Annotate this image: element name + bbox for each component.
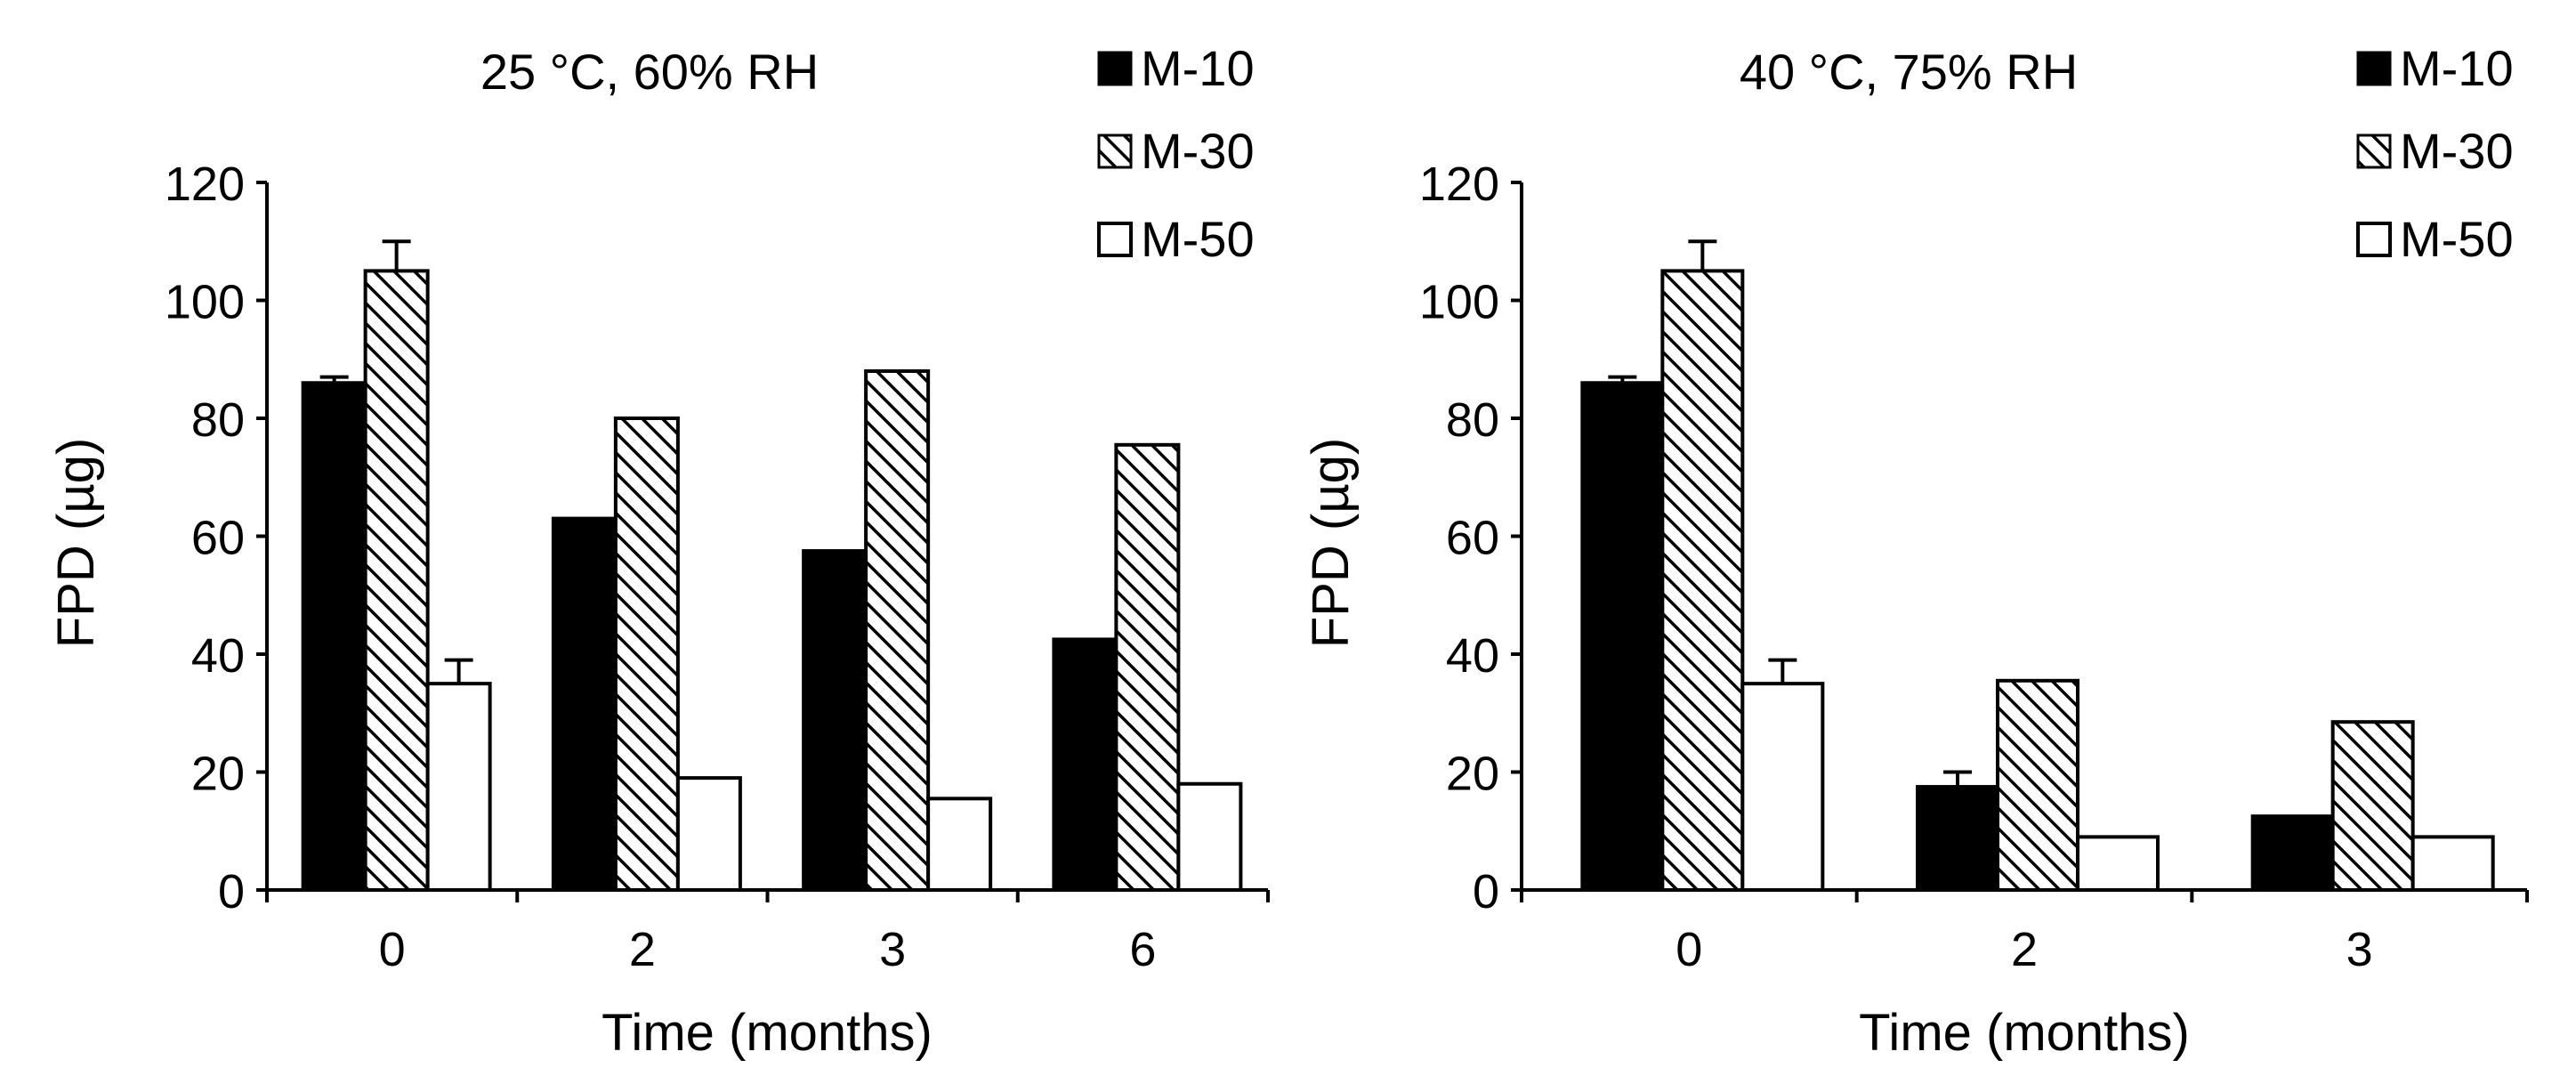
- bar-m-30-t0: [363, 269, 430, 892]
- y-tick-label: 100: [1419, 276, 1499, 329]
- bar-m-10-t0: [301, 381, 367, 892]
- x-tick-label: 3: [2346, 923, 2373, 976]
- bar-m-50-t3: [2410, 835, 2495, 892]
- y-ticks: 0 20 40 60 80 100 120: [1419, 158, 1522, 918]
- bar-m-50-t2: [2076, 835, 2160, 892]
- legend-swatch-m-10: [1097, 51, 1133, 86]
- x-axis-label: Time (months): [1859, 1004, 2190, 1062]
- y-axis-label: FPD (µg): [47, 438, 105, 648]
- bar-m-30-t3: [2330, 720, 2415, 892]
- bar-m-50-t3: [926, 797, 993, 892]
- bar-m-30-t3: [864, 369, 931, 892]
- y-tick-label: 120: [165, 158, 245, 211]
- bar-m-10-t0: [1580, 381, 1665, 892]
- chart-title: 40 °C, 75% RH: [1740, 44, 2078, 100]
- bar-m-50-t0: [1740, 682, 1825, 892]
- error-bars: [1608, 239, 1972, 788]
- chart-panel-left: 25 °C, 60% RH FPD (µg) Time (months) 020…: [47, 40, 1270, 1062]
- y-tick-label: 80: [191, 393, 245, 447]
- y-tick-label: 20: [1446, 748, 1499, 801]
- legend-label-m-50: M-50: [2400, 211, 2514, 267]
- y-axis-label: FPD (µg): [1302, 438, 1360, 648]
- bar-m-30-t2: [1996, 678, 2079, 892]
- bar-m-10-t2: [551, 516, 618, 892]
- y-tick-label: 40: [191, 629, 245, 683]
- bars: [1580, 269, 2495, 892]
- y-tick-label: 60: [191, 512, 245, 565]
- bar-m-50-t0: [425, 682, 492, 892]
- bar-m-30-t6: [1114, 442, 1181, 892]
- y-tick-label: 20: [191, 748, 245, 801]
- x-tick-label: 3: [879, 923, 906, 976]
- legend-label-m-50: M-50: [1141, 211, 1255, 267]
- legend-label-m-30: M-30: [2400, 123, 2514, 179]
- y-tick-label: 60: [1446, 512, 1499, 565]
- chart-panel-right: 40 °C, 75% RH FPD (µg) Time (months) 020…: [1302, 40, 2529, 1062]
- bar-m-30-t2: [613, 417, 680, 892]
- x-tick-label: 0: [1676, 923, 1702, 976]
- x-ticks: 0 2 3: [1520, 890, 2529, 976]
- y-tick-label: 40: [1446, 629, 1499, 683]
- bar-m-10-t6: [1052, 637, 1118, 892]
- bar-m-50-t6: [1176, 781, 1243, 892]
- y-tick-label: 80: [1446, 393, 1499, 447]
- bar-m-10-t3: [2250, 814, 2335, 892]
- legend-swatch-m-30: [1097, 133, 1133, 169]
- y-tick-label: 0: [1473, 865, 1499, 918]
- bars: [301, 269, 1243, 892]
- bar-m-10-t2: [1916, 785, 1999, 892]
- legend: M-10 M-30 M-50: [2356, 40, 2514, 267]
- x-tick-label: 6: [1129, 923, 1156, 976]
- y-ticks: 0 20 40 60 80 100 120: [165, 158, 267, 918]
- legend-swatch-m-30: [2356, 133, 2392, 169]
- legend: M-10 M-30 M-50: [1097, 40, 1255, 267]
- legend-label-m-10: M-10: [1141, 40, 1255, 96]
- legend-swatch-m-50: [2356, 222, 2392, 257]
- x-tick-label: 2: [2011, 923, 2038, 976]
- x-axis-label: Time (months): [602, 1004, 933, 1062]
- legend-label-m-30: M-30: [1141, 123, 1255, 179]
- x-tick-label: 0: [379, 923, 406, 976]
- y-tick-label: 0: [218, 865, 245, 918]
- bar-m-50-t2: [675, 776, 742, 892]
- legend-swatch-m-50: [1097, 222, 1133, 257]
- legend-label-m-10: M-10: [2400, 40, 2514, 96]
- x-ticks: 0 2 3 6: [265, 890, 1270, 976]
- y-tick-label: 100: [165, 276, 245, 329]
- bar-m-30-t0: [1660, 269, 1745, 892]
- x-tick-label: 2: [629, 923, 656, 976]
- legend-swatch-m-10: [2356, 51, 2392, 86]
- y-tick-label: 120: [1419, 158, 1499, 211]
- bar-m-10-t3: [802, 549, 868, 892]
- chart-title: 25 °C, 60% RH: [480, 44, 819, 100]
- error-bars: [319, 239, 473, 684]
